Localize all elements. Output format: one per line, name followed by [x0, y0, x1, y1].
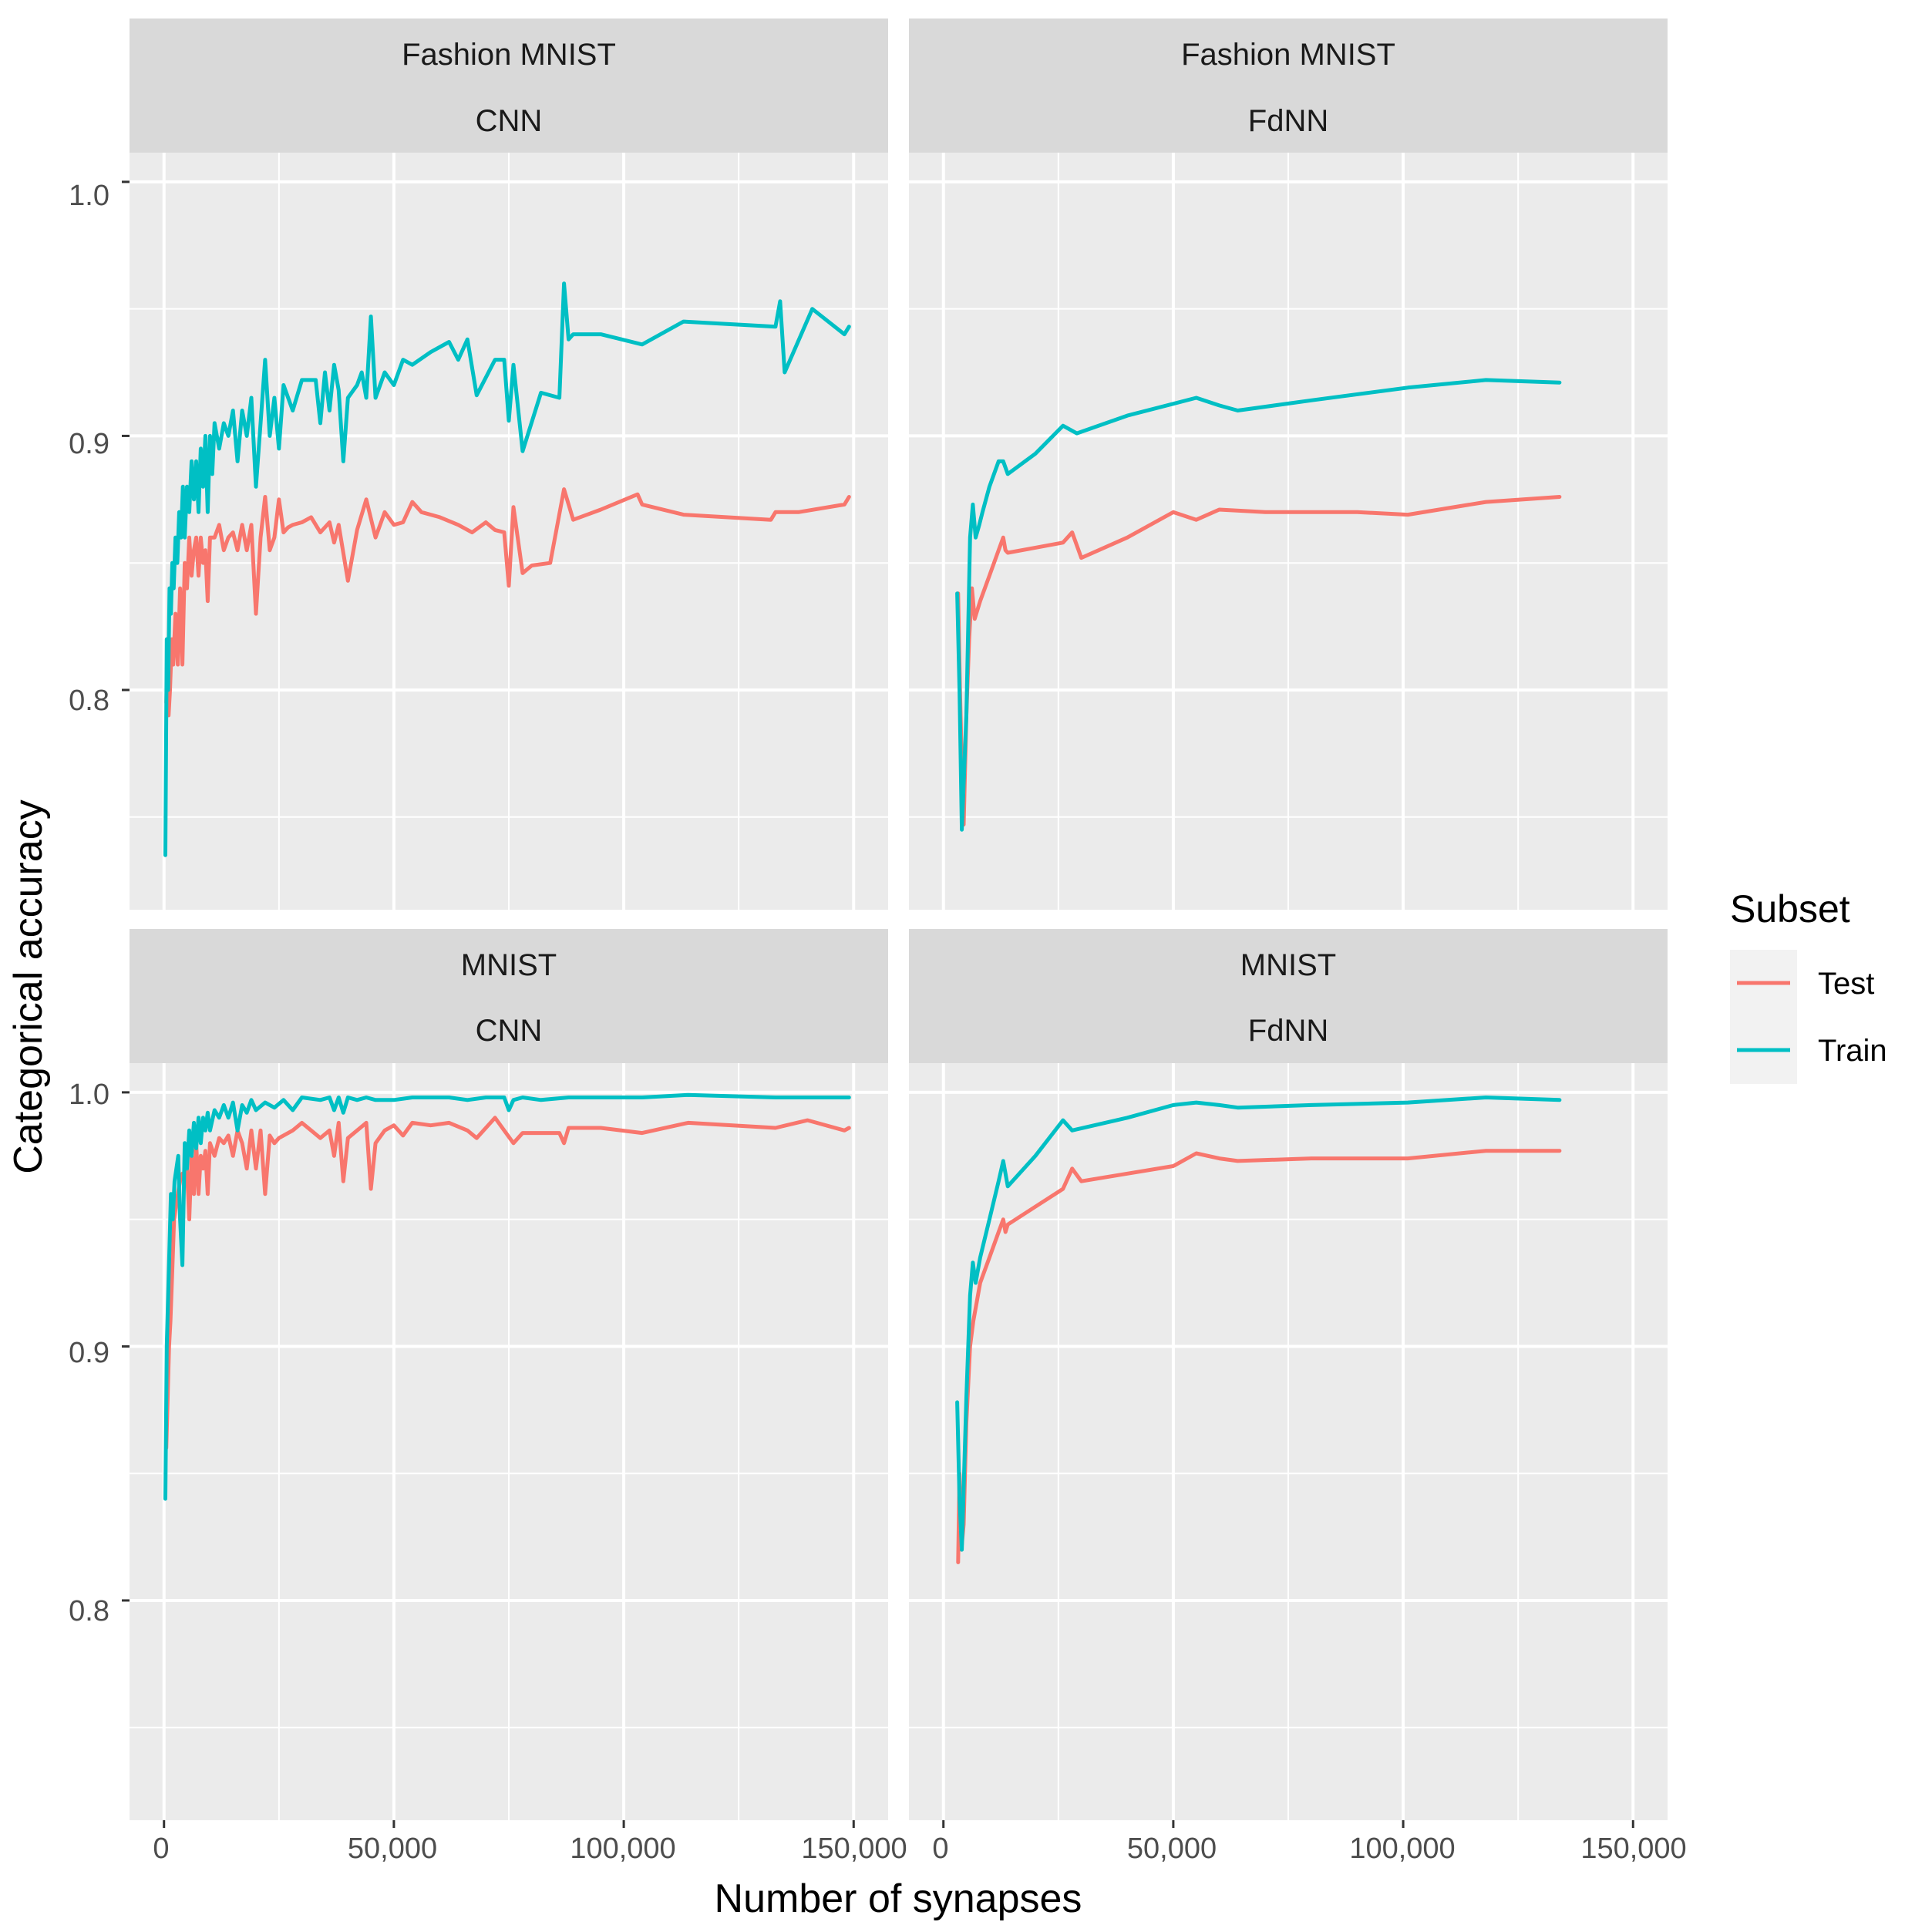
y-axis-bottom-row: 1.0 0.9 0.8 — [69, 1079, 109, 1627]
facet-strip-model: CNN — [476, 1014, 543, 1048]
legend: Subset Test Train — [1730, 887, 1887, 1084]
panel-fashion-mnist-fdnn: Fashion MNIST FdNN — [909, 19, 1668, 910]
x-tick-label: 0 — [153, 1833, 169, 1865]
facet-strip-dataset: Fashion MNIST — [1181, 38, 1395, 72]
x-tick-label: 50,000 — [348, 1833, 437, 1865]
series-line-train — [163, 1092, 851, 1501]
x-tick-label: 150,000 — [801, 1833, 907, 1865]
y-tick-label: 1.0 — [69, 1079, 109, 1111]
x-axis-right-panel: 0 50,000 100,000 150,000 — [932, 1833, 1686, 1865]
plot-area — [122, 1063, 888, 1828]
x-tick-label: 0 — [932, 1833, 948, 1865]
plot-area — [122, 153, 888, 910]
y-tick-label: 0.8 — [69, 1595, 109, 1627]
facet-strip — [909, 929, 1668, 1063]
facet-strip — [909, 19, 1668, 153]
series-line-train — [163, 281, 851, 857]
facet-strip — [130, 929, 888, 1063]
legend-title: Subset — [1730, 887, 1850, 931]
facet-strip-dataset: Fashion MNIST — [402, 38, 616, 72]
x-tick-label: 50,000 — [1127, 1833, 1217, 1865]
x-axis-title: Number of synapses — [715, 1876, 1082, 1921]
series-line-test — [164, 487, 851, 718]
y-tick-label: 0.9 — [69, 1337, 109, 1369]
panel-mnist-cnn: MNIST CNN — [122, 929, 888, 1828]
y-axis-title: Categorical accuracy — [6, 799, 51, 1174]
facet-strip-model: CNN — [476, 104, 543, 138]
series-line-train — [955, 1096, 1562, 1552]
panel-mnist-fdnn: MNIST FdNN — [909, 929, 1668, 1828]
legend-label-train: Train — [1818, 1034, 1887, 1068]
facet-strip — [130, 19, 888, 153]
panel-fashion-mnist-cnn: Fashion MNIST CNN — [122, 19, 888, 910]
x-axis-left-panel: 0 50,000 100,000 150,000 — [153, 1833, 907, 1865]
x-tick-label: 100,000 — [570, 1833, 675, 1865]
y-tick-label: 1.0 — [69, 180, 109, 212]
plot-area — [909, 153, 1668, 910]
facet-strip-model: FdNN — [1248, 1014, 1328, 1048]
x-tick-label: 100,000 — [1349, 1833, 1455, 1865]
plot-area — [909, 1063, 1668, 1828]
facet-strip-dataset: MNIST — [461, 948, 557, 982]
series-line-test — [164, 1116, 851, 1450]
facet-strip-dataset: MNIST — [1240, 948, 1336, 982]
y-tick-label: 0.8 — [69, 685, 109, 717]
y-tick-label: 0.9 — [69, 428, 109, 460]
series-line-train — [955, 378, 1562, 832]
legend-key-background — [1730, 950, 1797, 1084]
facet-strip-model: FdNN — [1248, 104, 1328, 138]
x-tick-label: 150,000 — [1580, 1833, 1686, 1865]
y-axis-top-row: 1.0 0.9 0.8 — [69, 180, 109, 717]
legend-label-test: Test — [1818, 967, 1874, 1001]
